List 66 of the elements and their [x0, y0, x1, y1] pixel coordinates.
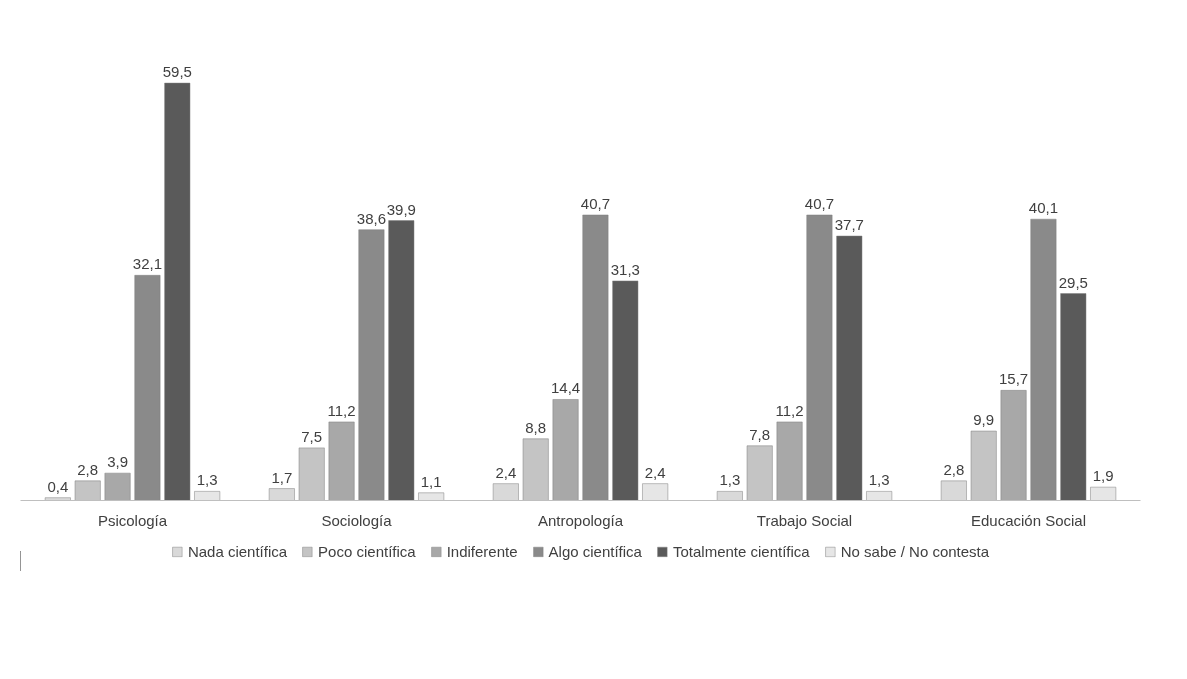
legend-label: No sabe / No contesta — [840, 542, 990, 560]
bar — [418, 492, 445, 501]
bar — [134, 275, 161, 501]
bar — [806, 214, 833, 501]
data-label: 59,5 — [162, 63, 192, 81]
data-label: 31,3 — [610, 260, 640, 278]
bar — [776, 421, 803, 501]
bar — [388, 220, 415, 501]
bar — [104, 472, 131, 501]
data-label: 1,3 — [196, 471, 218, 489]
data-label: 9,9 — [973, 411, 995, 429]
bar — [716, 491, 743, 501]
data-label: 7,8 — [749, 425, 771, 443]
data-label: 1,1 — [420, 472, 442, 490]
data-label: 29,5 — [1058, 273, 1088, 291]
bar — [1090, 486, 1117, 501]
data-label: 0,4 — [47, 477, 69, 495]
bar — [1030, 218, 1057, 501]
data-label: 1,3 — [719, 471, 741, 489]
bar — [268, 488, 295, 501]
bar — [164, 82, 191, 501]
data-label: 40,1 — [1028, 199, 1059, 217]
data-label: 2,8 — [943, 460, 965, 478]
bar — [358, 229, 385, 501]
bar — [836, 235, 863, 501]
x-tick-label: Trabajo Social — [756, 511, 853, 529]
bar — [582, 214, 609, 501]
data-label: 8,8 — [525, 418, 547, 436]
data-label: 15,7 — [998, 370, 1029, 388]
x-tick-label: Antropología — [537, 511, 624, 529]
data-label: 2,8 — [77, 460, 99, 478]
bar — [940, 480, 967, 501]
legend-label: Algo científica — [548, 542, 642, 560]
data-label: 11,2 — [775, 401, 804, 419]
data-label: 39,9 — [386, 200, 416, 218]
data-label: 3,9 — [107, 453, 128, 471]
data-label: 1,7 — [271, 468, 293, 486]
bar — [552, 399, 579, 501]
bar — [1000, 390, 1027, 501]
data-label: 11,2 — [327, 401, 356, 419]
x-tick-label: Psicología — [97, 511, 168, 529]
data-label: 32,1 — [132, 255, 163, 273]
data-label: 2,4 — [495, 463, 517, 481]
data-label: 1,3 — [868, 471, 890, 489]
bar — [866, 491, 893, 501]
x-tick-label: Educación Social — [970, 511, 1087, 529]
bar — [194, 491, 221, 501]
data-label: 38,6 — [356, 209, 387, 227]
data-label: 1,9 — [1092, 467, 1114, 485]
data-label: 40,7 — [580, 194, 611, 212]
data-label: 40,7 — [804, 194, 835, 212]
legend-label: Totalmente científica — [672, 542, 810, 560]
bar — [492, 483, 519, 501]
bar — [1060, 293, 1087, 501]
legend-label: Poco científica — [318, 542, 416, 560]
data-label: 14,4 — [550, 379, 581, 397]
bar — [612, 280, 639, 501]
bar — [642, 483, 669, 501]
legend-label: Nada científica — [187, 542, 288, 560]
legend-label: Indiferente — [446, 542, 518, 560]
data-label: 37,7 — [834, 216, 864, 234]
bar — [328, 421, 355, 501]
x-tick-label: Sociología — [321, 511, 393, 529]
bar — [44, 497, 71, 501]
data-label: 7,5 — [301, 427, 323, 445]
data-label: 2,4 — [644, 463, 666, 481]
